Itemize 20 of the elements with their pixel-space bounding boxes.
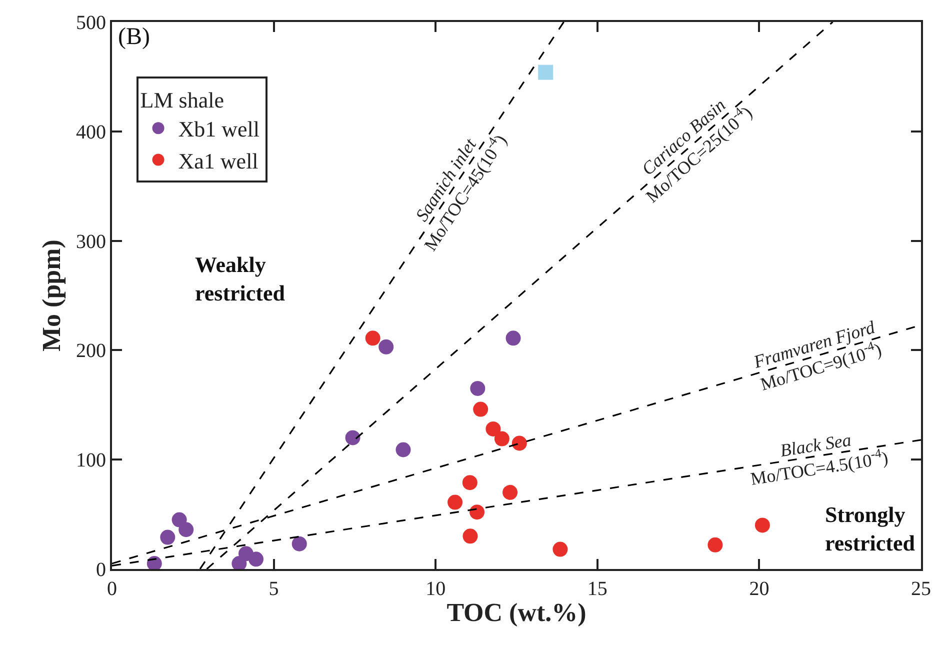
annotation: (B) [118,24,150,50]
y-tick-label: 500 [76,12,106,34]
x-tick-label: 15 [587,578,608,600]
y-tick-label: 100 [76,450,106,472]
legend-label: Xb1 well [178,116,260,142]
legend-label: Xa1 well [178,148,258,174]
x-axis-title: TOC (wt.%) [446,598,586,628]
y-tick-label: 200 [76,340,106,362]
x-tick-label: 10 [426,578,446,600]
annotation: Strongly restricted [825,502,915,556]
y-tick-label: 400 [76,121,106,144]
x-tick-label: 5 [268,578,279,600]
annotation: Weakly restricted [195,252,285,306]
y-tick-label: 300 [76,230,106,253]
legend-title: LM shale [140,87,224,112]
y-axis-title: Mo (ppm) [36,240,66,352]
y-tick-label: 0 [96,559,106,581]
x-tick-label: 25 [911,578,931,600]
annotation: Black Sea Mo/TOC=4.5(10$^{-4}$) [748,430,890,489]
x-tick-label: 20 [749,578,770,600]
